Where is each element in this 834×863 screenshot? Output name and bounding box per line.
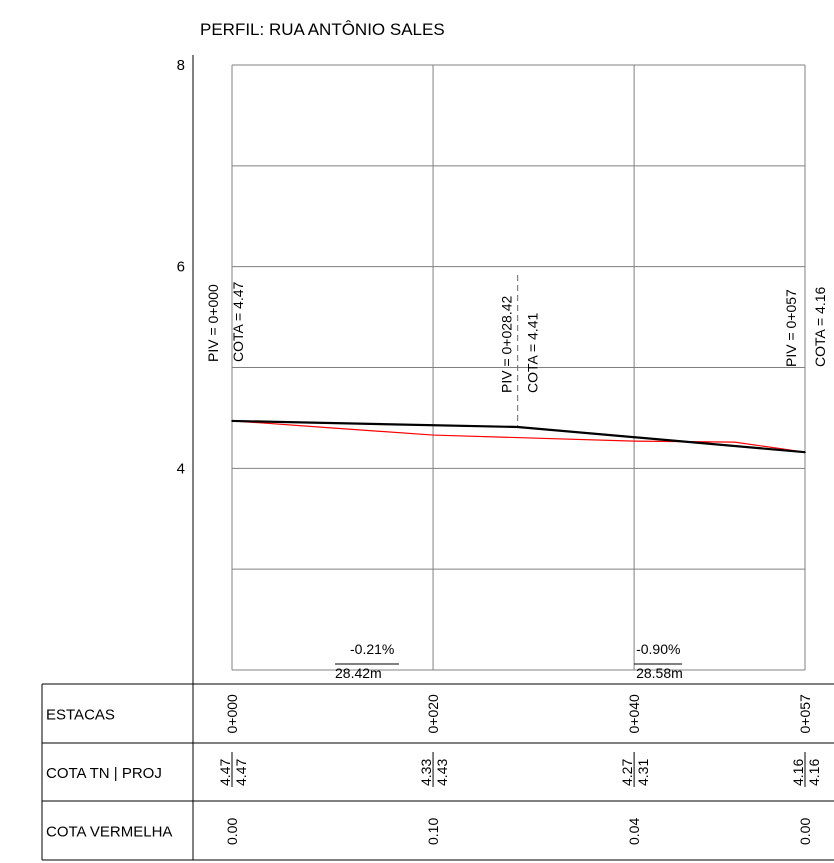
project-point xyxy=(516,426,519,428)
table-row-label: COTA TN | PROJ xyxy=(46,765,162,782)
cota-tn-value: 4.16 xyxy=(790,759,806,786)
station-label: 0+057 xyxy=(797,694,813,734)
grade-slope: -0.21% xyxy=(350,641,394,657)
y-tick-label: 8 xyxy=(177,57,185,74)
table-row-label: COTA VERMELHA xyxy=(46,824,172,841)
grade-labels: -0.21% 28.42m -0.90% 28.58m xyxy=(335,641,683,681)
grade-length: 28.58m xyxy=(636,665,683,681)
project-point xyxy=(231,420,233,422)
piv-cota-label: COTA = 4.16 xyxy=(812,287,828,367)
page-title: PERFIL: RUA ANTÔNIO SALES xyxy=(200,20,445,39)
cota-vermelha-value: 0.10 xyxy=(425,818,441,845)
cota-tn-value: 4.47 xyxy=(217,759,233,786)
project-point xyxy=(804,451,806,454)
piv-cota-label: COTA = 4.41 xyxy=(525,313,541,393)
y-tick-label: 6 xyxy=(177,259,185,276)
piv-annotations: PIV = 0+000 COTA = 4.47 PIV = 0+028.42 COTA… xyxy=(205,275,828,427)
station-table: ESTACAS COTA TN | PROJ COTA VERMELHA 0+000 4… xyxy=(41,683,834,861)
grade-length: 28.42m xyxy=(335,665,382,681)
y-tick-label: 4 xyxy=(177,460,185,477)
terrain-line xyxy=(231,420,806,453)
station-label: 0+020 xyxy=(425,694,441,734)
piv-label: PIV = 0+028.42 xyxy=(499,295,515,393)
y-axis: 8 6 4 xyxy=(177,55,194,860)
cota-vermelha-value: 0.00 xyxy=(224,818,240,845)
project-line xyxy=(231,419,806,454)
grade-slope: -0.90% xyxy=(636,641,680,657)
profile-series xyxy=(231,419,806,454)
cota-vermelha-value: 0.04 xyxy=(626,818,642,845)
piv-cota-label: COTA = 4.47 xyxy=(230,282,246,362)
table-row-label: ESTACAS xyxy=(46,707,115,724)
station-label: 0+000 xyxy=(224,694,240,734)
cota-proj-value: 4.31 xyxy=(635,759,651,786)
piv-label: PIV = 0+000 xyxy=(205,284,221,362)
cota-vermelha-value: 0.00 xyxy=(797,818,813,845)
cota-proj-value: 4.47 xyxy=(233,759,249,786)
cota-tn-value: 4.33 xyxy=(418,759,434,786)
cota-tn-value: 4.27 xyxy=(619,759,635,786)
piv-label: PIV = 0+057 xyxy=(783,289,799,367)
station-label: 0+040 xyxy=(626,694,642,734)
chart-grid xyxy=(231,64,806,671)
cota-proj-value: 4.43 xyxy=(434,759,450,786)
cota-proj-value: 4.16 xyxy=(806,759,822,786)
